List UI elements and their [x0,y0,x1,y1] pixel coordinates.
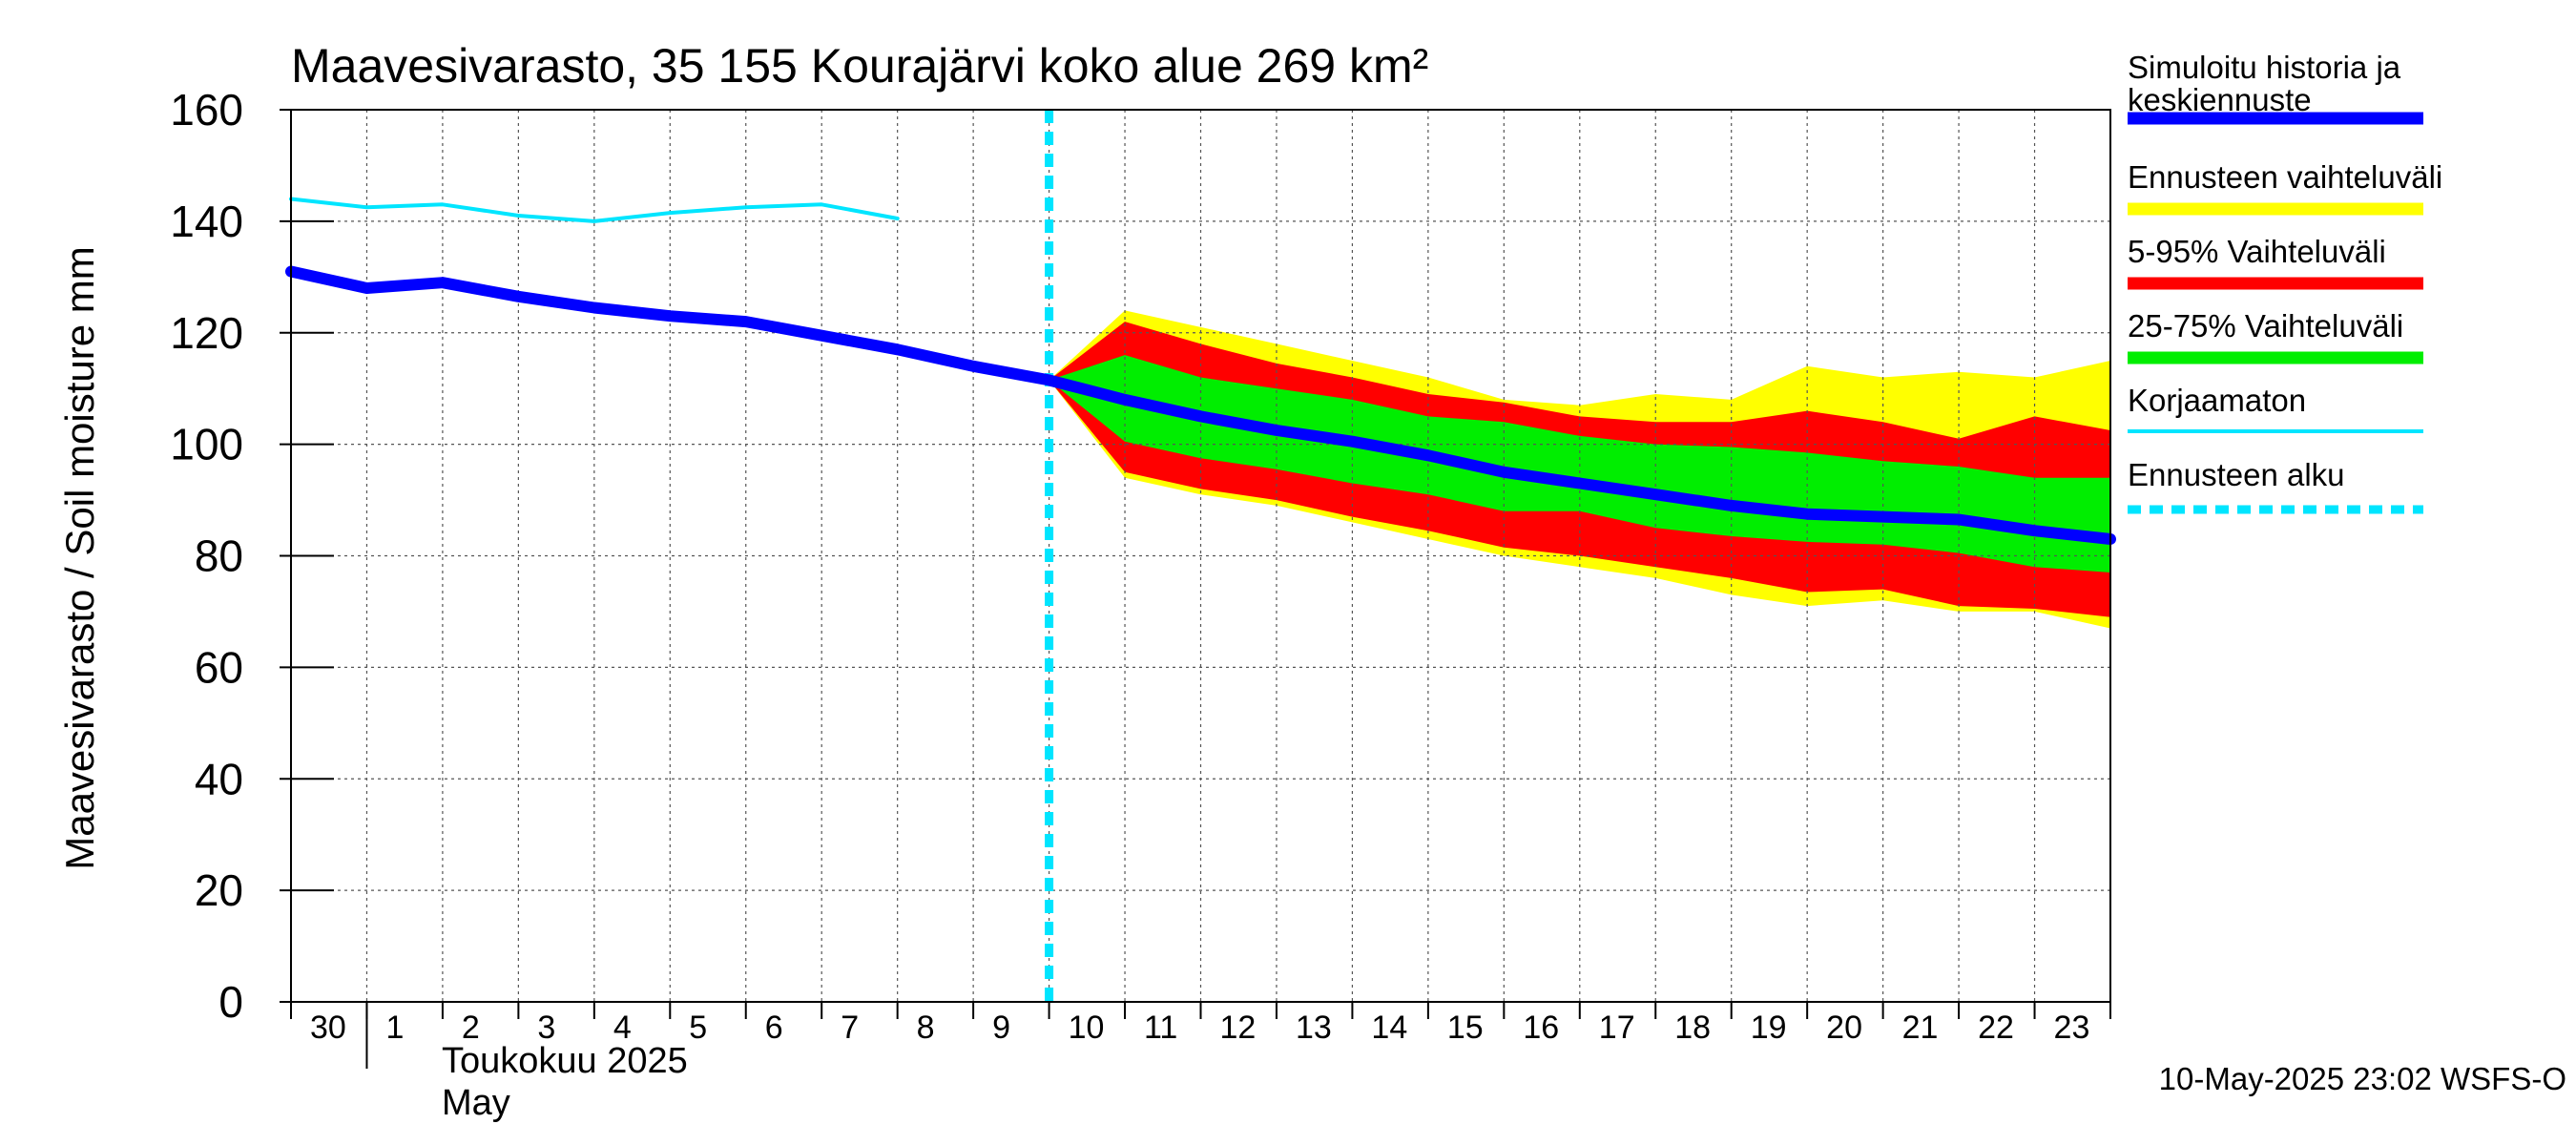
x-tick-label-15: 15 [1447,1010,1484,1046]
x-tick-label-18: 18 [1674,1010,1711,1046]
x-tick-label-8: 8 [917,1010,935,1046]
legend-label-5-0: Ennusteen alku [2128,457,2345,492]
x-tick-label-14: 14 [1371,1010,1407,1046]
x-tick-label-12: 12 [1220,1010,1257,1046]
x-tick-label-6: 6 [765,1010,783,1046]
y-tick-label-2: 40 [195,754,243,803]
x-tick-label-20: 20 [1826,1010,1862,1046]
legend-label-3-0: 25-75% Vaihteluväli [2128,308,2403,344]
legend-label-1-0: Ennusteen vaihteluväli [2128,159,2442,195]
x-tick-label-5: 5 [689,1010,707,1046]
x-tick-label-19: 19 [1751,1010,1787,1046]
x-tick-label-10: 10 [1069,1010,1105,1046]
y-tick-label-5: 100 [170,420,243,469]
x-tick-label-23: 23 [2054,1010,2090,1046]
legend-label-2-0: 5-95% Vaihteluväli [2128,234,2386,269]
x-tick-label-22: 22 [1978,1010,2014,1046]
y-tick-label-1: 20 [195,865,243,915]
x-tick-label-13: 13 [1296,1010,1332,1046]
y-tick-label-8: 160 [170,85,243,135]
x-tick-label-9: 9 [992,1010,1010,1046]
x-tick-label-7: 7 [841,1010,859,1046]
y-tick-label-4: 80 [195,531,243,581]
y-tick-label-3: 60 [195,642,243,692]
x-tick-label-0: 30 [310,1010,346,1046]
legend-label-0-1: keskiennuste [2128,82,2312,117]
month-label-en: May [442,1083,510,1123]
x-tick-label-11: 11 [1144,1010,1177,1046]
x-tick-label-21: 21 [1902,1010,1939,1046]
x-tick-label-17: 17 [1599,1010,1635,1046]
chart-title: Maavesivarasto, 35 155 Kourajärvi koko a… [291,39,1428,93]
y-tick-label-0: 0 [218,977,243,1027]
y-tick-label-6: 120 [170,308,243,358]
y-axis-label: Maavesivarasto / Soil moisture mm [57,246,102,870]
x-tick-label-16: 16 [1523,1010,1559,1046]
y-tick-label-7: 140 [170,197,243,246]
x-tick-label-1: 1 [385,1010,404,1046]
timestamp-label: 10-May-2025 23:02 WSFS-O [2159,1061,2566,1096]
legend-label-4-0: Korjaamaton [2128,383,2306,418]
month-label-fi: Toukokuu 2025 [442,1041,688,1081]
legend-label-0-0: Simuloitu historia ja [2128,50,2401,85]
